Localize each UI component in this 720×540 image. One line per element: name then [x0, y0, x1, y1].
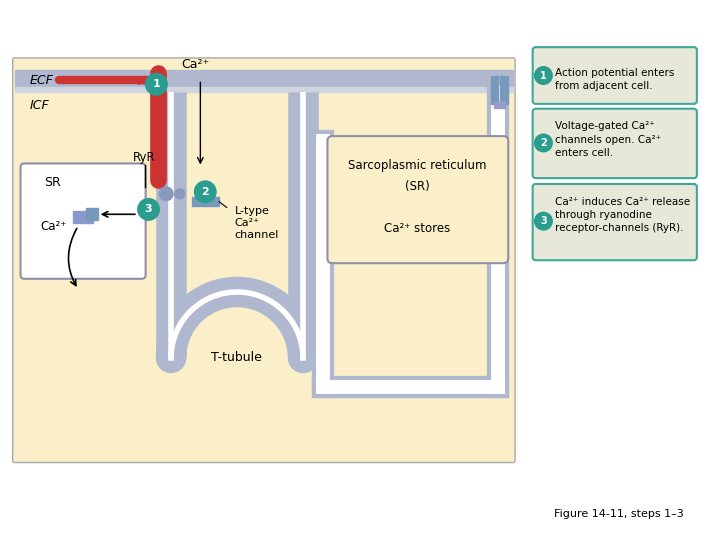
Circle shape	[159, 187, 173, 200]
Text: 1: 1	[540, 71, 546, 80]
Bar	[192, 197, 219, 206]
FancyBboxPatch shape	[533, 47, 697, 104]
FancyBboxPatch shape	[533, 109, 697, 178]
Circle shape	[175, 189, 185, 199]
Bar	[14, 87, 513, 92]
Text: Ca²⁺ induces Ca²⁺ release
through ryanodine
receptor-channels (RyR).: Ca²⁺ induces Ca²⁺ release through ryanod…	[555, 197, 690, 233]
Bar	[494, 102, 505, 108]
Text: 2: 2	[202, 187, 209, 197]
Circle shape	[194, 181, 216, 202]
Text: T-tubule: T-tubule	[211, 352, 262, 365]
Text: 2: 2	[540, 138, 546, 148]
Text: Voltage-gated Ca²⁺
channels open. Ca²⁺
enters cell.: Voltage-gated Ca²⁺ channels open. Ca²⁺ e…	[555, 122, 661, 158]
Text: RyR: RyR	[133, 151, 156, 164]
Text: 1: 1	[153, 79, 161, 89]
Text: 3: 3	[540, 216, 546, 226]
FancyBboxPatch shape	[328, 136, 508, 263]
Circle shape	[145, 73, 167, 95]
Circle shape	[535, 212, 552, 230]
Text: 3: 3	[145, 205, 153, 214]
Text: Figure 14-11, steps 1–3: Figure 14-11, steps 1–3	[554, 509, 684, 519]
Text: Ca²⁺: Ca²⁺	[181, 58, 210, 71]
Text: Sarcoplasmic reticulum
(SR)

Ca²⁺ stores: Sarcoplasmic reticulum (SR) Ca²⁺ stores	[348, 159, 487, 235]
Circle shape	[138, 199, 159, 220]
Text: Action potential enters
from adjacent cell.: Action potential enters from adjacent ce…	[555, 68, 675, 91]
Text: SR: SR	[44, 176, 60, 188]
Text: L-type
Ca²⁺
channel: L-type Ca²⁺ channel	[235, 206, 279, 240]
Circle shape	[535, 67, 552, 84]
FancyBboxPatch shape	[533, 184, 697, 260]
FancyBboxPatch shape	[13, 58, 515, 463]
Bar	[14, 70, 513, 87]
Bar	[86, 208, 98, 220]
Text: ECF: ECF	[30, 74, 53, 87]
Circle shape	[535, 134, 552, 152]
Bar	[490, 77, 498, 104]
FancyBboxPatch shape	[21, 164, 145, 279]
Text: Ca²⁺: Ca²⁺	[40, 220, 67, 233]
Bar	[500, 77, 508, 104]
Text: ICF: ICF	[30, 99, 49, 112]
Bar	[73, 211, 93, 223]
